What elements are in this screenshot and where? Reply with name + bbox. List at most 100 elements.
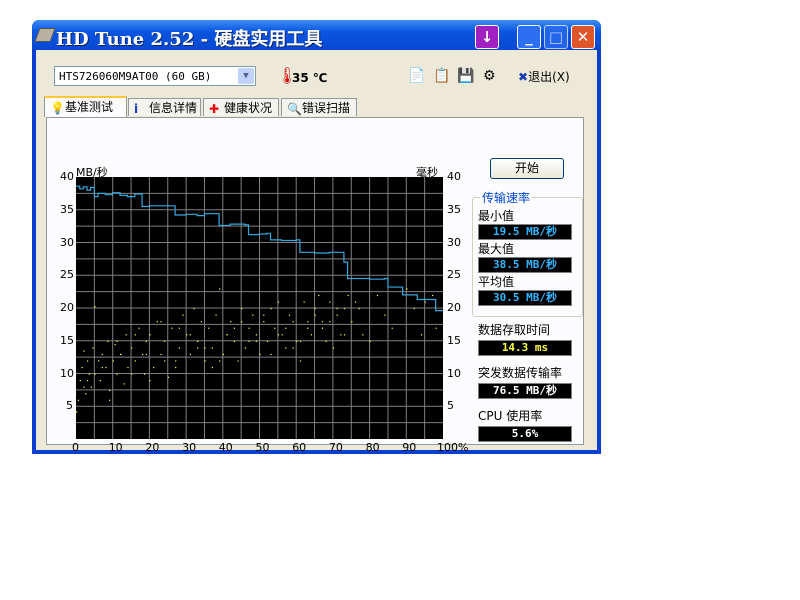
tab-info[interactable]: i 信息详情 (128, 98, 201, 116)
access-time-point (175, 366, 177, 369)
save-icon[interactable]: 💾 (457, 68, 475, 84)
close-button[interactable]: ✕ (571, 25, 595, 49)
exit-button[interactable]: ✖退出(X) (518, 68, 570, 85)
x-tick-label: 70 (328, 441, 343, 454)
window-title: HD Tune 2.52 - 硬盘实用工具 (56, 29, 323, 50)
copy-screenshot-icon[interactable]: 📋 (433, 68, 451, 84)
access-time-point (431, 294, 434, 297)
access-time-point (178, 327, 180, 329)
access-time-point (88, 373, 91, 375)
minimize-button[interactable]: _ (517, 25, 541, 49)
access-time-point (211, 366, 213, 369)
drive-name: HTS726060M9AT00 (60 GB) (59, 70, 212, 83)
tab-benchmark[interactable]: 💡 基准测试 (44, 96, 127, 117)
access-time-point (120, 353, 122, 356)
access-time-point (237, 360, 239, 362)
access-time-point (362, 334, 364, 336)
maximize-button[interactable]: □ (544, 25, 568, 49)
access-time-point (197, 347, 199, 349)
access-time-point (94, 306, 96, 308)
access-time-point (230, 321, 232, 323)
access-time-point (105, 366, 107, 369)
access-time-point (83, 386, 85, 388)
access-time-point (277, 301, 280, 303)
y-right-tick-label: 25 (447, 268, 461, 282)
access-time-point (336, 314, 338, 316)
drive-select[interactable]: HTS726060M9AT00 (60 GB) ▼ (54, 66, 256, 86)
access-time-point (248, 340, 250, 342)
access-time-point (248, 327, 250, 329)
access-time-point (125, 334, 127, 336)
access-time-point (406, 288, 408, 290)
access-time-point (149, 334, 151, 336)
y-left-tick-label: 5 (66, 399, 73, 413)
y-left-tick-label: 25 (60, 268, 74, 282)
burst-rate-label: 突发数据传输率 (478, 366, 563, 380)
access-time-point (310, 334, 313, 336)
avg-value: 30.5 MB/秒 (478, 290, 572, 306)
access-time-point (299, 360, 302, 362)
access-time-point (87, 380, 89, 382)
access-time-point (435, 327, 437, 329)
access-time-point (358, 308, 360, 310)
download-button[interactable]: ↓ (475, 25, 499, 49)
y-left-tick-label: 40 (60, 170, 74, 183)
access-time-point (277, 334, 280, 336)
access-time-point (189, 353, 191, 356)
access-time-point (252, 314, 254, 316)
y-right-tick-label: 20 (447, 301, 461, 314)
access-time-point (263, 321, 265, 323)
y-left-tick-label: 10 (60, 366, 74, 380)
access-time-point (325, 340, 327, 342)
access-time-point (255, 334, 258, 336)
access-time-point (107, 340, 109, 342)
benchmark-chart (76, 177, 443, 439)
copy-text-icon[interactable]: 📄 (408, 68, 426, 84)
access-time-point (109, 399, 111, 401)
access-time-point (318, 294, 320, 297)
options-icon[interactable]: ⚙ (483, 68, 496, 84)
access-time-point (101, 353, 103, 356)
access-time-point (296, 340, 298, 342)
access-time-point (156, 321, 158, 323)
access-time-point (329, 301, 331, 303)
access-time-point (197, 340, 199, 342)
min-label: 最小值 (478, 209, 515, 223)
tab-label: 健康状况 (224, 101, 273, 115)
access-time-point (189, 334, 191, 336)
magnifier-icon: 🔍 (287, 102, 302, 116)
access-time-point (241, 321, 243, 323)
exit-label: 退出(X) (528, 70, 570, 84)
access-time-point (233, 327, 236, 329)
info-icon: i (134, 102, 139, 116)
access-time-point (160, 321, 162, 323)
hd-tune-window: HD Tune 2.52 - 硬盘实用工具 ↓ _ □ ✕ HTS726060M… (32, 20, 601, 454)
y-right-tick-label: 35 (447, 202, 461, 216)
access-time-point (215, 314, 217, 316)
x-tick-label: 10 (108, 441, 123, 454)
access-time-point (149, 380, 151, 382)
access-time-point (219, 360, 221, 362)
access-time-point (160, 353, 162, 356)
start-button[interactable]: 开始 (490, 158, 564, 179)
chevron-down-icon[interactable]: ▼ (238, 68, 254, 84)
access-time-point (131, 347, 133, 349)
access-time-point (81, 366, 83, 369)
access-time-point (303, 301, 305, 303)
title-bar[interactable]: HD Tune 2.52 - 硬盘实用工具 ↓ _ □ ✕ (32, 20, 601, 50)
access-time-point (101, 366, 103, 369)
access-time-point (114, 344, 116, 346)
y-right-label: 毫秒 (416, 166, 438, 179)
access-time-point (391, 327, 393, 329)
access-time-point (321, 327, 324, 329)
access-time-point (343, 308, 346, 310)
access-time-point (384, 314, 386, 316)
access-time-label: 数据存取时间 (478, 323, 551, 337)
access-time-value: 14.3 ms (478, 340, 572, 356)
x-tick-label: 90 (402, 441, 417, 454)
access-time-point (138, 327, 140, 329)
health-cross-icon: ✚ (209, 102, 220, 116)
tab-health[interactable]: ✚ 健康状况 (203, 98, 279, 116)
tab-error-scan[interactable]: 🔍 错误扫描 (281, 98, 357, 116)
access-time-point (116, 373, 118, 375)
